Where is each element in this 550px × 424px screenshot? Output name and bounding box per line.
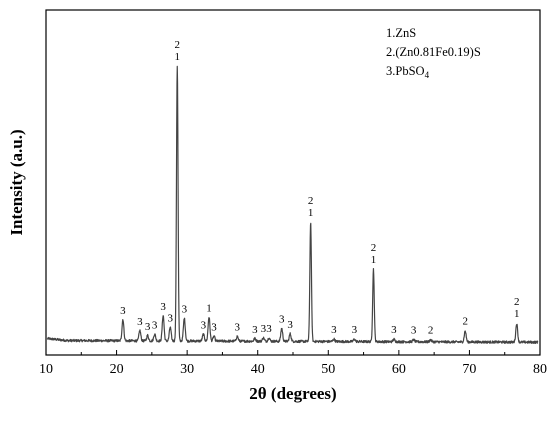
peak-label: 3 xyxy=(211,322,217,334)
peak-label: 2 xyxy=(462,315,468,327)
peak-label: 2 xyxy=(371,242,377,254)
peak-label: 3 xyxy=(411,324,417,336)
peak-label: 3 xyxy=(331,324,337,336)
peak-label: 1 xyxy=(514,308,520,320)
peak-label: 3 xyxy=(182,304,188,316)
x-tick-label: 50 xyxy=(321,362,335,377)
peak-label: 1 xyxy=(371,254,377,266)
peak-label: 2 xyxy=(428,324,434,336)
peak-label: 1 xyxy=(175,51,181,63)
legend-entry-pbso4-text: 3.PbSO xyxy=(386,64,425,78)
peak-label: 3 xyxy=(352,324,358,336)
peak-label: 3 xyxy=(266,323,272,335)
tick-group xyxy=(45,350,541,355)
peak-label: 3 xyxy=(137,316,143,328)
x-tick-label: 70 xyxy=(462,362,476,377)
peak-label: 2 xyxy=(308,195,314,207)
peak-label: 2 xyxy=(175,39,181,51)
x-tick-label: 40 xyxy=(251,362,265,377)
peak-label: 3 xyxy=(261,323,267,335)
x-tick-label: 30 xyxy=(180,362,194,377)
x-tick-label: 80 xyxy=(533,362,547,377)
x-tick-label: 60 xyxy=(392,362,406,377)
pattern-group xyxy=(46,65,539,344)
plot-frame xyxy=(45,9,541,356)
legend-entry-zns: 1.ZnS xyxy=(386,26,416,40)
peak-label: 3 xyxy=(145,321,151,333)
y-axis-title: Intensity (a.u.) xyxy=(7,129,26,235)
x-axis-title: 2θ (degrees) xyxy=(249,384,336,403)
peak-label: 1 xyxy=(308,207,314,219)
peak-label: 3 xyxy=(252,324,258,336)
legend-entry-znfes: 2.(Zn0.81Fe0.19)S xyxy=(386,45,481,59)
peak-label: 3 xyxy=(287,319,293,331)
peak-label: 3 xyxy=(234,322,240,334)
x-tick-label: 10 xyxy=(39,362,53,377)
legend-entry-pbso4: 3.PbSO4 xyxy=(386,64,430,80)
xrd-pattern-line xyxy=(46,65,539,344)
legend: 1.ZnS 2.(Zn0.81Fe0.19)S 3.PbSO4 xyxy=(386,26,481,80)
peak-label: 3 xyxy=(160,301,166,313)
peak-label: 3 xyxy=(279,313,285,325)
x-tick-label-group: 10 20 30 40 50 60 70 80 xyxy=(39,362,547,377)
peak-label: 3 xyxy=(201,320,207,332)
legend-entry-pbso4-subscript: 4 xyxy=(425,70,430,80)
peak-label: 3 xyxy=(167,313,173,325)
x-tick-label: 20 xyxy=(110,362,124,377)
peak-label: 3 xyxy=(120,305,126,317)
peak-label: 2 xyxy=(514,296,520,308)
peak-label: 3 xyxy=(391,324,397,336)
peak-label: 3 xyxy=(152,320,158,332)
peak-label: 1 xyxy=(206,302,212,314)
